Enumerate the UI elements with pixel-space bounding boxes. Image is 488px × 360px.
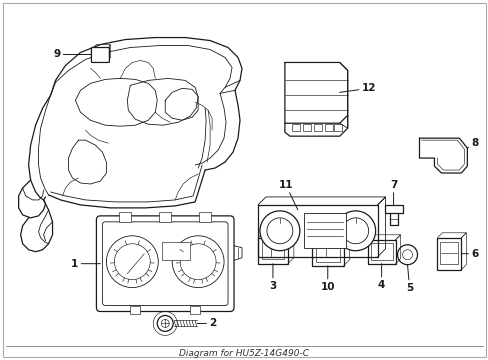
Circle shape	[161, 319, 169, 328]
Circle shape	[106, 236, 158, 288]
Bar	[311, 238, 343, 266]
Bar	[370, 243, 392, 260]
Bar	[367, 240, 395, 264]
Circle shape	[114, 244, 150, 280]
Bar	[315, 242, 339, 262]
Bar	[159, 212, 171, 222]
Bar	[119, 212, 131, 222]
Bar	[199, 212, 211, 222]
Text: 5: 5	[405, 265, 412, 293]
Text: 4: 4	[377, 264, 385, 289]
Bar	[262, 241, 284, 259]
FancyBboxPatch shape	[91, 48, 109, 62]
Text: Diagram for HU5Z-14G490-C: Diagram for HU5Z-14G490-C	[179, 349, 308, 358]
Bar	[324, 124, 332, 131]
Circle shape	[335, 211, 375, 251]
Circle shape	[260, 211, 299, 251]
Text: 9: 9	[53, 49, 92, 59]
Text: 6: 6	[461, 249, 478, 259]
Text: 7: 7	[389, 180, 396, 205]
Bar	[313, 124, 321, 131]
Text: 3: 3	[269, 264, 276, 291]
Bar	[130, 306, 140, 315]
Circle shape	[397, 245, 417, 265]
Bar	[302, 124, 310, 131]
Circle shape	[342, 218, 368, 244]
FancyBboxPatch shape	[96, 216, 234, 311]
Text: 2: 2	[197, 319, 216, 328]
Bar	[440, 242, 457, 264]
Text: 12: 12	[339, 84, 375, 93]
Circle shape	[266, 218, 292, 244]
FancyBboxPatch shape	[102, 222, 227, 306]
Text: 10: 10	[320, 266, 334, 292]
Text: 11: 11	[278, 180, 297, 210]
Circle shape	[157, 315, 173, 332]
Circle shape	[402, 250, 412, 260]
Bar	[437, 238, 461, 270]
Circle shape	[180, 244, 216, 280]
Text: 1: 1	[71, 259, 100, 269]
Bar	[291, 124, 299, 131]
Bar	[190, 306, 200, 315]
Circle shape	[172, 236, 224, 288]
Bar	[258, 238, 287, 264]
Bar	[303, 213, 345, 248]
Bar	[333, 124, 341, 131]
Bar	[162, 242, 190, 260]
Text: 8: 8	[467, 138, 478, 148]
